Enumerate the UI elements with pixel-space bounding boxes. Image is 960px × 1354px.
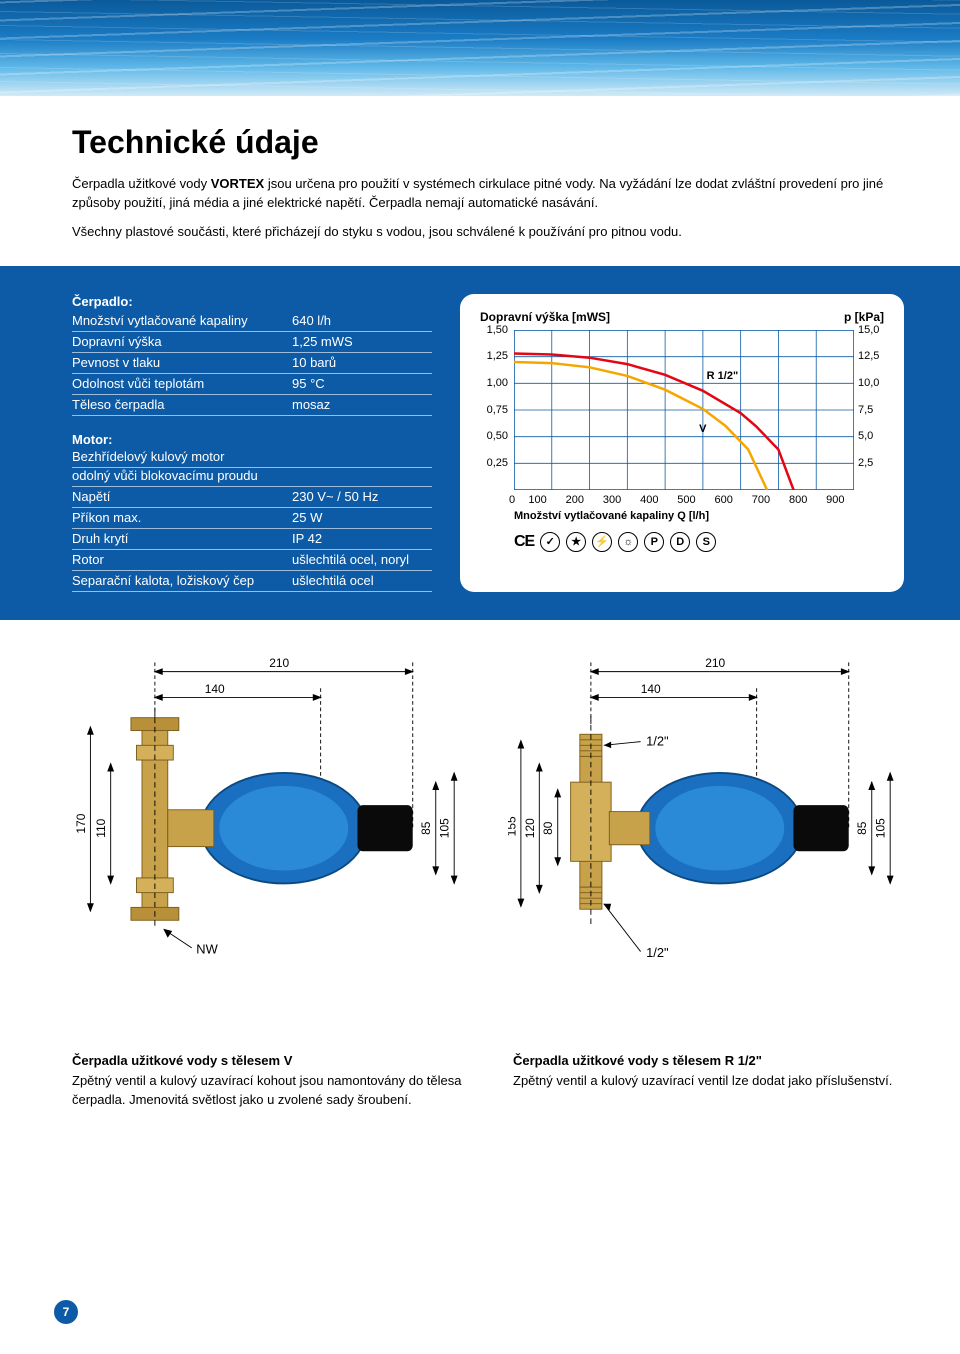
- spec-value: 230 V~ / 50 Hz: [292, 489, 432, 504]
- chart-title-right: p [kPa]: [844, 310, 884, 324]
- spec-value: mosaz: [292, 397, 432, 412]
- dim-140-left: 140: [205, 681, 225, 695]
- cert-badge-4: ☼: [618, 532, 638, 552]
- dim-210-right: 210: [705, 656, 725, 670]
- motor-rows: Napětí230 V~ / 50 HzPříkon max.25 WDruh …: [72, 487, 432, 592]
- ce-mark: CE: [514, 533, 534, 551]
- cert-badge-s: S: [696, 532, 716, 552]
- spec-value: 1,25 mWS: [292, 334, 432, 349]
- curve-label-r: R 1/2": [707, 370, 739, 382]
- spec-label: Příkon max.: [72, 510, 292, 525]
- dim-140-right: 140: [641, 681, 661, 695]
- spec-label: Napětí: [72, 489, 292, 504]
- spec-label: Separační kalota, ložiskový čep: [72, 573, 292, 588]
- curve-label-v: V: [699, 423, 706, 435]
- spec-value: 10 barů: [292, 355, 432, 370]
- cert-row: CE ✓ ★ ⚡ ☼ P D S: [514, 532, 884, 552]
- specs-and-chart: Čerpadlo: Množství vytlačované kapaliny6…: [0, 266, 960, 620]
- chart-area: 1,501,251,000,750,500,25 15,012,510,07,5…: [480, 330, 884, 552]
- spec-value: 640 l/h: [292, 313, 432, 328]
- chart-box: Dopravní výška [mWS] p [kPa] 1,501,251,0…: [460, 294, 904, 592]
- bottom-left: Čerpadla užitkové vody s tělesem V Zpětn…: [72, 1052, 463, 1111]
- dim-105-l: 105: [438, 817, 452, 837]
- motor-sub2: odolný vůči blokovacímu proudu: [72, 468, 432, 487]
- spec-row: Druh krytíIP 42: [72, 529, 432, 550]
- pump-heading: Čerpadlo:: [72, 294, 432, 309]
- spec-label: Množství vytlačované kapaliny: [72, 313, 292, 328]
- dim-110: 110: [94, 818, 108, 837]
- dim-210-left: 210: [269, 656, 289, 670]
- y2-axis-labels: 15,012,510,07,55,02,5: [858, 324, 892, 511]
- spec-row: Příkon max.25 W: [72, 508, 432, 529]
- page-content: Technické údaje Čerpadla užitkové vody V…: [0, 96, 960, 1150]
- spec-row: Napětí230 V~ / 50 Hz: [72, 487, 432, 508]
- dim-80: 80: [541, 821, 555, 835]
- dim-85-l: 85: [419, 821, 433, 835]
- x-axis-labels: 0100200300400500600700800900: [514, 494, 854, 506]
- bottom-right-text: Zpětný ventil a kulový uzavírací ventil …: [513, 1072, 904, 1091]
- spec-label: Druh krytí: [72, 531, 292, 546]
- spec-row: Těleso čerpadlamosaz: [72, 395, 432, 416]
- motor-sub1: Bezhřídelový kulový motor: [72, 449, 432, 468]
- dim-155: 155: [508, 816, 518, 836]
- spec-row: Pevnost v tlaku10 barů: [72, 353, 432, 374]
- cert-badge-1: ✓: [540, 532, 560, 552]
- spec-label: Odolnost vůči teplotám: [72, 376, 292, 391]
- intro-p1-pre: Čerpadla užitkové vody: [72, 176, 211, 191]
- cert-badge-p: P: [644, 532, 664, 552]
- intro-p1-bold: VORTEX: [211, 176, 264, 191]
- y-axis-labels: 1,501,251,000,750,500,25: [480, 324, 508, 511]
- spec-value: 25 W: [292, 510, 432, 525]
- dim-105-r: 105: [874, 817, 888, 837]
- spec-row: Množství vytlačované kapaliny640 l/h: [72, 311, 432, 332]
- cert-badge-2: ★: [566, 532, 586, 552]
- spec-value: 95 °C: [292, 376, 432, 391]
- page-title: Technické údaje: [72, 124, 904, 161]
- spec-label: Pevnost v tlaku: [72, 355, 292, 370]
- cert-badge-d: D: [670, 532, 690, 552]
- bottom-right: Čerpadla užitkové vody s tělesem R 1/2" …: [513, 1052, 904, 1111]
- spec-row: Odolnost vůči teplotám95 °C: [72, 374, 432, 395]
- chart-xlabel: Množství vytlačované kapaliny Q [l/h]: [514, 510, 884, 522]
- spec-value: ušlechtilá ocel, noryl: [292, 552, 432, 567]
- page-number: 7: [54, 1300, 78, 1324]
- diagram-right: 210 140 1/2": [508, 644, 904, 1024]
- chart-title-left: Dopravní výška [mWS]: [480, 310, 610, 324]
- dim-170: 170: [74, 813, 88, 833]
- spec-row: Separační kalota, ložiskový čepušlechtil…: [72, 571, 432, 592]
- thread-bottom: 1/2": [646, 945, 669, 960]
- nw-label: NW: [196, 941, 218, 956]
- spec-label: Těleso čerpadla: [72, 397, 292, 412]
- dim-85-r: 85: [855, 821, 869, 835]
- bottom-right-title: Čerpadla užitkové vody s tělesem R 1/2": [513, 1052, 904, 1071]
- pump-rows: Množství vytlačované kapaliny640 l/hDopr…: [72, 311, 432, 416]
- intro-p2: Všechny plastové součásti, které přicház…: [72, 223, 904, 242]
- thread-top: 1/2": [646, 733, 669, 748]
- chart-header: Dopravní výška [mWS] p [kPa]: [480, 310, 884, 324]
- bottom-left-text: Zpětný ventil a kulový uzavírací kohout …: [72, 1072, 463, 1110]
- spec-label: Rotor: [72, 552, 292, 567]
- spec-column: Čerpadlo: Množství vytlačované kapaliny6…: [72, 294, 432, 592]
- cert-badge-3: ⚡: [592, 532, 612, 552]
- diagrams-row: 210 140: [72, 644, 904, 1024]
- diagram-left: 210 140: [72, 644, 468, 1024]
- spec-label: Dopravní výška: [72, 334, 292, 349]
- chart-svg: [514, 330, 854, 490]
- top-banner: [0, 0, 960, 96]
- bottom-columns: Čerpadla užitkové vody s tělesem V Zpětn…: [72, 1052, 904, 1111]
- spec-row: Rotorušlechtilá ocel, noryl: [72, 550, 432, 571]
- bottom-left-title: Čerpadla užitkové vody s tělesem V: [72, 1052, 463, 1071]
- dim-120: 120: [523, 817, 537, 837]
- intro-block: Čerpadla užitkové vody VORTEX jsou určen…: [72, 175, 904, 242]
- spec-value: ušlechtilá ocel: [292, 573, 432, 588]
- spec-value: IP 42: [292, 531, 432, 546]
- intro-p1: Čerpadla užitkové vody VORTEX jsou určen…: [72, 175, 904, 213]
- spec-row: Dopravní výška1,25 mWS: [72, 332, 432, 353]
- chart-grid: 1,501,251,000,750,500,25 15,012,510,07,5…: [514, 330, 854, 490]
- motor-heading: Motor:: [72, 432, 432, 447]
